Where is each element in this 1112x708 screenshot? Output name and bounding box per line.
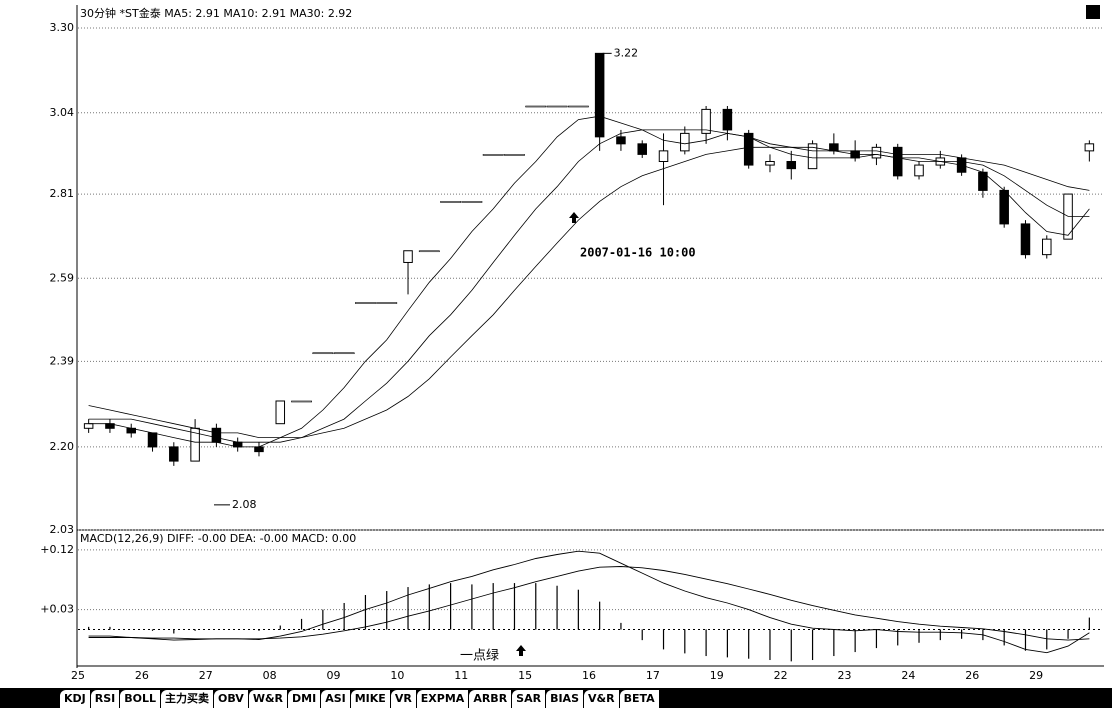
x-tick-label: 27 — [199, 669, 213, 682]
candle-body — [147, 432, 158, 448]
candle-body — [440, 201, 462, 203]
indicator-tab[interactable]: BOLL — [120, 690, 161, 708]
diff-line — [88, 550, 1090, 654]
indicator-tab[interactable]: KDJ — [60, 690, 90, 708]
indicator-tab[interactable]: MIKE — [350, 690, 390, 708]
candle-body — [871, 146, 882, 159]
candle-body — [807, 143, 818, 170]
x-tick-label: 26 — [135, 669, 149, 682]
x-tick-label: 23 — [838, 669, 852, 682]
y-tick-label: 2.59 — [50, 271, 75, 284]
indicator-tab[interactable]: EXPMA — [416, 690, 469, 708]
candle-body — [594, 52, 605, 138]
chart: 30分钟 *ST金泰 MA5: 2.91 MA10: 2.91 MA30: 2.… — [40, 5, 1104, 682]
x-tick-label: 25 — [71, 669, 85, 682]
macd-tick-label: +0.03 — [40, 603, 74, 616]
dea-line — [88, 566, 1090, 641]
candle-body — [786, 160, 797, 170]
indicator-tab[interactable]: V&R — [584, 690, 619, 708]
y-tick-label: 3.04 — [50, 106, 75, 119]
y-tick-label: 2.39 — [50, 354, 75, 367]
candle-body — [546, 105, 568, 108]
x-tick-label: 11 — [454, 669, 468, 682]
annotation: 一点绿 — [460, 649, 499, 664]
indicator-tab[interactable]: BETA — [619, 690, 659, 708]
ma-line — [88, 115, 1090, 448]
candle-body — [482, 154, 504, 156]
candle-body — [312, 352, 334, 355]
candle-body — [461, 201, 483, 203]
candle-body — [403, 250, 413, 263]
candle-body — [892, 146, 903, 177]
y-tick-label: 3.30 — [50, 21, 75, 34]
x-tick-label: 15 — [518, 669, 532, 682]
indicator-tab[interactable]: ASI — [321, 690, 350, 708]
y-tick-label: 2.20 — [50, 440, 75, 453]
indicator-tab[interactable]: VR — [390, 690, 416, 708]
candle-body — [525, 105, 547, 108]
candle-body — [169, 446, 179, 462]
x-tick-label: 08 — [263, 669, 277, 682]
candle-body — [254, 446, 264, 453]
candle-body — [333, 352, 355, 355]
x-tick-label: 24 — [901, 669, 915, 682]
annotation-arrow — [569, 212, 579, 223]
candle-body — [914, 164, 924, 177]
candle-body — [616, 136, 626, 145]
macd-tick-label: +0.12 — [40, 543, 74, 556]
candle-body — [1084, 143, 1095, 152]
indicator-tab[interactable]: RSI — [90, 690, 120, 708]
x-tick-label: 17 — [646, 669, 660, 682]
high-marker-label: 3.22 — [614, 46, 639, 59]
candle-body — [658, 150, 669, 162]
indicator-tab[interactable]: OBV — [214, 690, 248, 708]
annotation: 2007-01-16 10:00 — [580, 246, 696, 260]
indicator-tab[interactable]: SAR — [512, 690, 546, 708]
candle-body — [355, 302, 376, 304]
ma-line — [88, 129, 1090, 443]
indicator-tab[interactable]: 主力买卖 — [161, 690, 214, 708]
candle-body — [829, 143, 839, 152]
ma-line — [88, 146, 1090, 438]
macd-title: MACD(12,26,9) DIFF: -0.00 DEA: -0.00 MAC… — [80, 532, 356, 545]
candle-body — [275, 400, 286, 425]
indicator-tab[interactable]: ARBR — [469, 690, 512, 708]
candle-body — [680, 132, 690, 152]
candle-body — [999, 189, 1009, 225]
candle-body — [743, 132, 754, 166]
candle-body — [376, 302, 398, 304]
candle-body — [1042, 238, 1052, 256]
x-tick-label: 16 — [582, 669, 596, 682]
candle-body — [504, 154, 525, 156]
indicator-tab[interactable]: W&R — [248, 690, 288, 708]
candle-body — [567, 105, 589, 108]
x-tick-label: 26 — [965, 669, 979, 682]
candle-body — [701, 108, 711, 134]
candle-body — [765, 160, 775, 166]
candle-body — [291, 400, 312, 403]
candle-body — [211, 427, 222, 443]
candle-body — [418, 250, 440, 253]
tab-bar: KDJ RSI BOLL 主力买卖 OBV W&R DMI ASI MIKE VR EXPMA ARB… — [0, 688, 1112, 708]
x-tick-label: 22 — [774, 669, 788, 682]
x-tick-label: 29 — [1029, 669, 1043, 682]
y-tick-label: 2.81 — [50, 187, 75, 200]
candle-body — [83, 423, 94, 429]
corner-box — [1086, 5, 1100, 19]
candle-body — [637, 143, 647, 155]
y-tick-label: 2.03 — [50, 523, 75, 536]
x-tick-label: 10 — [390, 669, 404, 682]
indicator-tab[interactable]: DMI — [288, 690, 321, 708]
chart-title: 30分钟 *ST金泰 MA5: 2.91 MA10: 2.91 MA30: 2.… — [80, 6, 352, 20]
x-tick-label: 09 — [327, 669, 341, 682]
candle-body — [722, 108, 733, 131]
indicator-tab[interactable]: BIAS — [546, 690, 583, 708]
annotation-arrow — [516, 645, 526, 656]
candle-body — [1020, 223, 1031, 256]
x-tick-label: 19 — [710, 669, 724, 682]
low-marker-label: 2.08 — [232, 498, 257, 511]
